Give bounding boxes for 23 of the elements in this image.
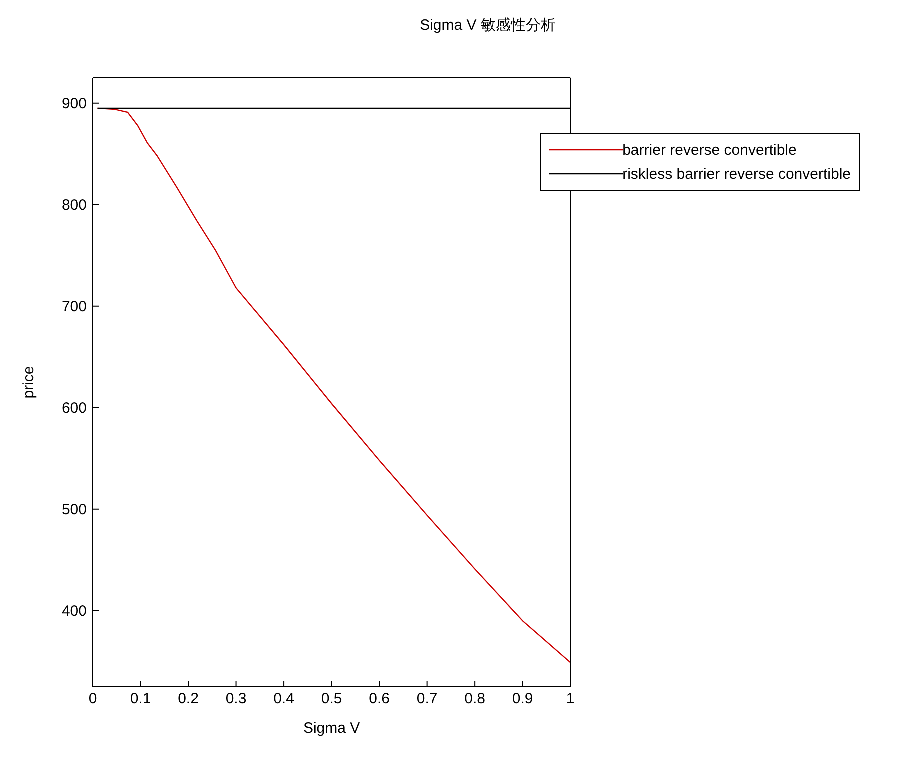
x-tick-label: 0.5 bbox=[321, 690, 342, 708]
x-tick-label: 0.3 bbox=[226, 690, 247, 708]
y-tick-label: 600 bbox=[62, 400, 87, 418]
x-tick-label: 0.4 bbox=[274, 690, 294, 708]
y-tick-label: 400 bbox=[62, 603, 87, 620]
x-tick-label: 0.9 bbox=[512, 690, 534, 708]
y-tick-label: 700 bbox=[62, 298, 87, 316]
x-axis-title: Sigma V bbox=[303, 720, 360, 737]
legend-label: riskless barrier reverse convertible bbox=[622, 166, 851, 182]
x-tick-label: 0 bbox=[88, 690, 98, 708]
x-tick-label: 0.1 bbox=[130, 690, 152, 708]
x-tick-label: 0.2 bbox=[178, 690, 199, 708]
line-series bbox=[97, 108, 571, 664]
y-tick-label: 800 bbox=[62, 197, 87, 214]
y-tick-label: 900 bbox=[62, 96, 87, 113]
chart-title: Sigma V 敏感性分析 bbox=[420, 17, 556, 34]
y-tick-label: 500 bbox=[62, 502, 87, 519]
x-tick-label: 0.6 bbox=[369, 690, 390, 708]
legend-label: barrier reverse convertible bbox=[622, 142, 797, 158]
x-tick-label: 0.7 bbox=[416, 690, 438, 708]
y-axis-title: price bbox=[20, 366, 38, 399]
x-tick-label: 0.8 bbox=[464, 690, 486, 708]
x-tick-label: 1 bbox=[566, 690, 575, 708]
